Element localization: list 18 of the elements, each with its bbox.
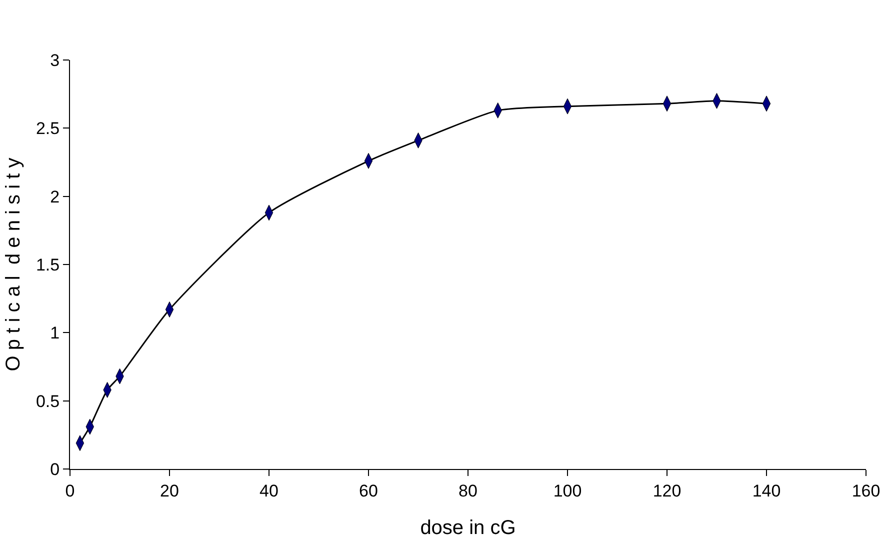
x-tick-label: 40 [260,481,278,500]
x-tick-label: 120 [652,481,682,500]
x-tick-label: 60 [359,481,378,500]
x-tick-label: 20 [160,481,179,500]
x-tick-label: 0 [65,481,75,500]
y-axis-title: O p t i c a l d e n i s i t y [2,158,24,372]
y-tick-label: 2.5 [36,119,60,138]
y-tick-label: 1 [50,324,60,343]
y-tick-label: 0 [50,460,60,479]
y-tick-label: 0.5 [36,392,60,411]
y-tick-label: 3 [50,50,60,70]
x-axis-title: dose in cG [420,516,516,539]
x-tick-label: 100 [553,481,582,500]
x-tick-label: 80 [458,481,478,500]
x-tick-label: 140 [752,481,781,500]
x-tick-label: 160 [852,481,880,500]
y-tick-label: 1.5 [36,255,60,274]
y-tick-label: 2 [50,187,60,206]
